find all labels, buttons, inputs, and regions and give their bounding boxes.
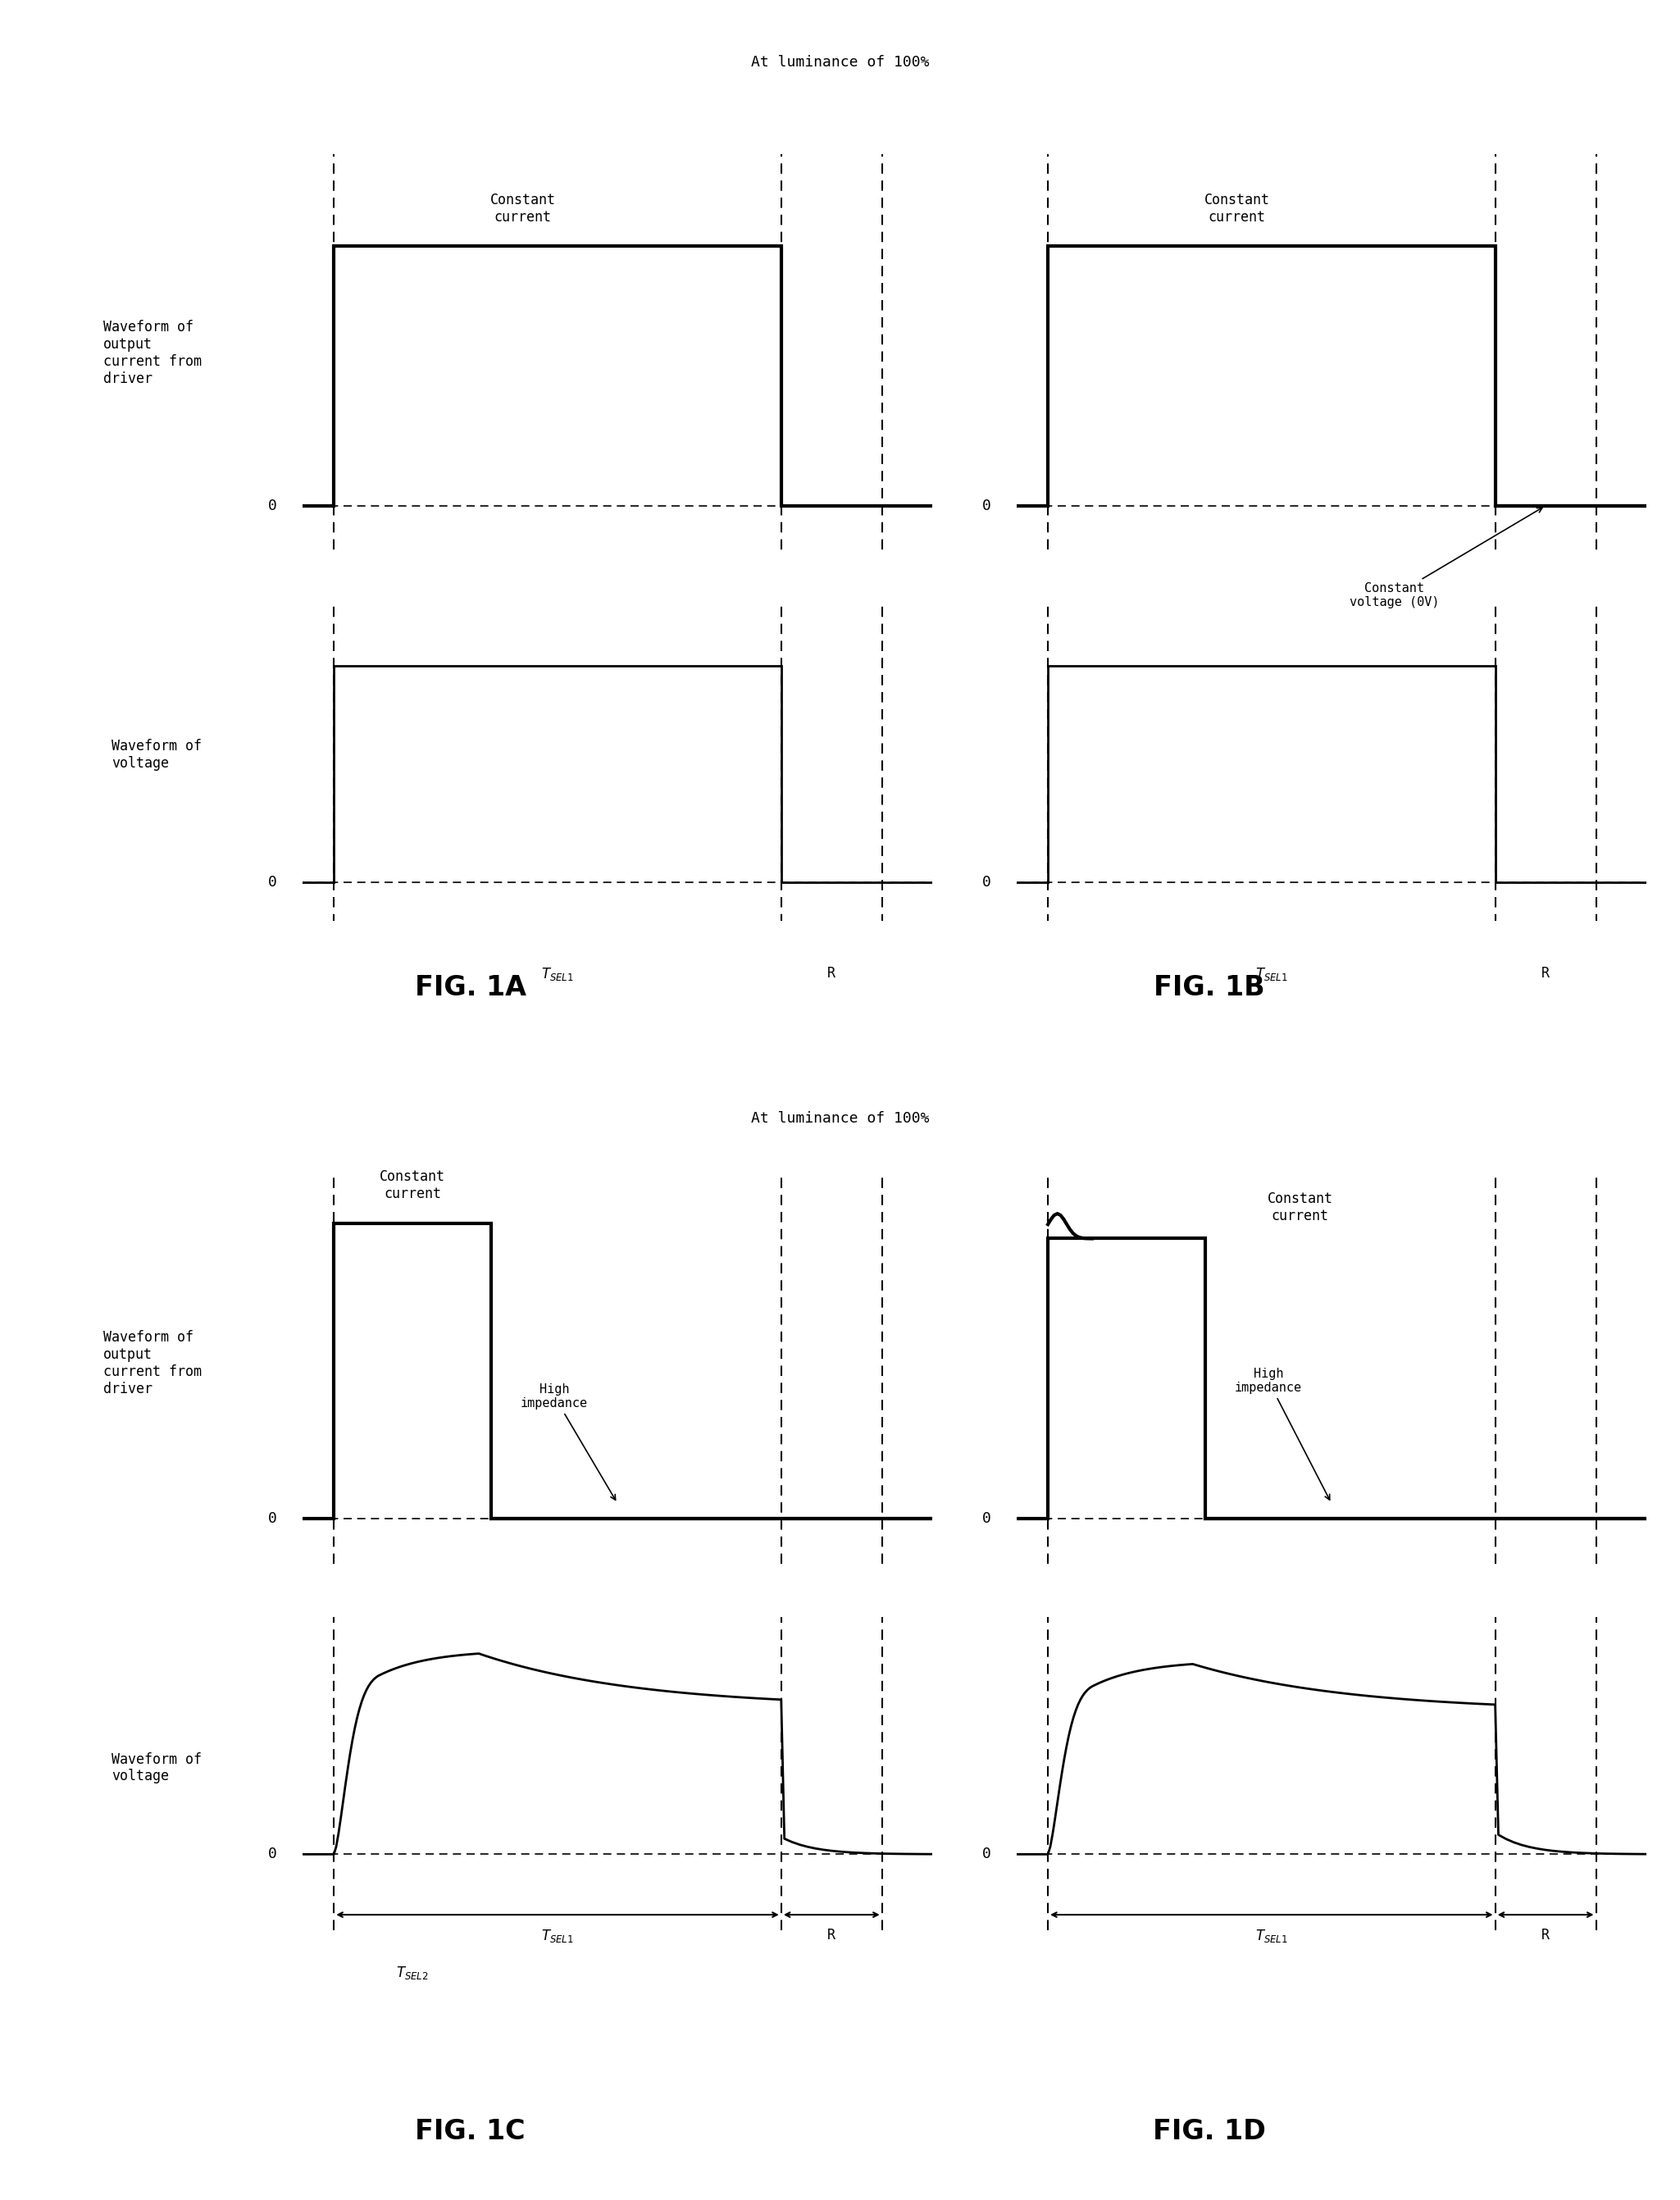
Text: Constant
current: Constant current: [1267, 1190, 1332, 1223]
Text: Constant
current: Constant current: [380, 1170, 445, 1201]
Text: R: R: [828, 1927, 835, 1943]
Text: Constant
voltage (0V): Constant voltage (0V): [1349, 508, 1542, 609]
Text: R: R: [828, 966, 835, 981]
Text: 0: 0: [983, 1846, 991, 1861]
Text: FIG. 1C: FIG. 1C: [415, 2119, 526, 2145]
Text: 0: 0: [983, 1511, 991, 1527]
Text: High
impedance: High impedance: [1235, 1368, 1329, 1500]
Text: Constant
current: Constant current: [491, 194, 556, 224]
Text: 0: 0: [983, 876, 991, 889]
Text: $T_{SEL1}$: $T_{SEL1}$: [1255, 1927, 1289, 1945]
Text: R: R: [1542, 966, 1549, 981]
Text: $T_{SEL1}$: $T_{SEL1}$: [1255, 966, 1289, 983]
Text: FIG. 1B: FIG. 1B: [1154, 975, 1265, 1001]
Text: Waveform of
voltage: Waveform of voltage: [111, 739, 202, 770]
Text: R: R: [1542, 1927, 1549, 1943]
Text: $T_{SEL1}$: $T_{SEL1}$: [541, 966, 575, 983]
Text: $T_{SEL1}$: $T_{SEL1}$: [541, 1927, 575, 1945]
Text: 0: 0: [269, 876, 277, 889]
Text: 0: 0: [269, 1511, 277, 1527]
Text: Constant
current: Constant current: [1205, 194, 1270, 224]
Text: At luminance of 100%: At luminance of 100%: [751, 1111, 929, 1126]
Text: Waveform of
voltage: Waveform of voltage: [111, 1751, 202, 1784]
Text: FIG. 1D: FIG. 1D: [1152, 2119, 1267, 2145]
Text: FIG. 1A: FIG. 1A: [415, 975, 526, 1001]
Text: 0: 0: [983, 499, 991, 513]
Text: High
impedance: High impedance: [521, 1384, 615, 1500]
Text: 0: 0: [269, 499, 277, 513]
Text: At luminance of 100%: At luminance of 100%: [751, 55, 929, 70]
Text: 0: 0: [269, 1846, 277, 1861]
Text: Waveform of
output
current from
driver: Waveform of output current from driver: [102, 319, 202, 385]
Text: $T_{SEL2}$: $T_{SEL2}$: [396, 1965, 428, 1980]
Text: Waveform of
output
current from
driver: Waveform of output current from driver: [102, 1331, 202, 1397]
